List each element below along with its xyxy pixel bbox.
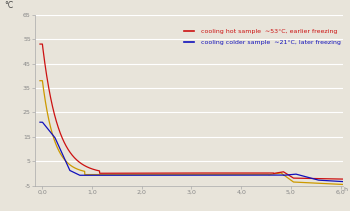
Text: h: h: [343, 187, 347, 192]
Text: °C: °C: [4, 1, 13, 10]
Legend:  cooling hot sample  ∼53°C, earlier freezing,  cooling colder sample  ∼21°C, lat: cooling hot sample ∼53°C, earlier freezi…: [181, 26, 343, 48]
